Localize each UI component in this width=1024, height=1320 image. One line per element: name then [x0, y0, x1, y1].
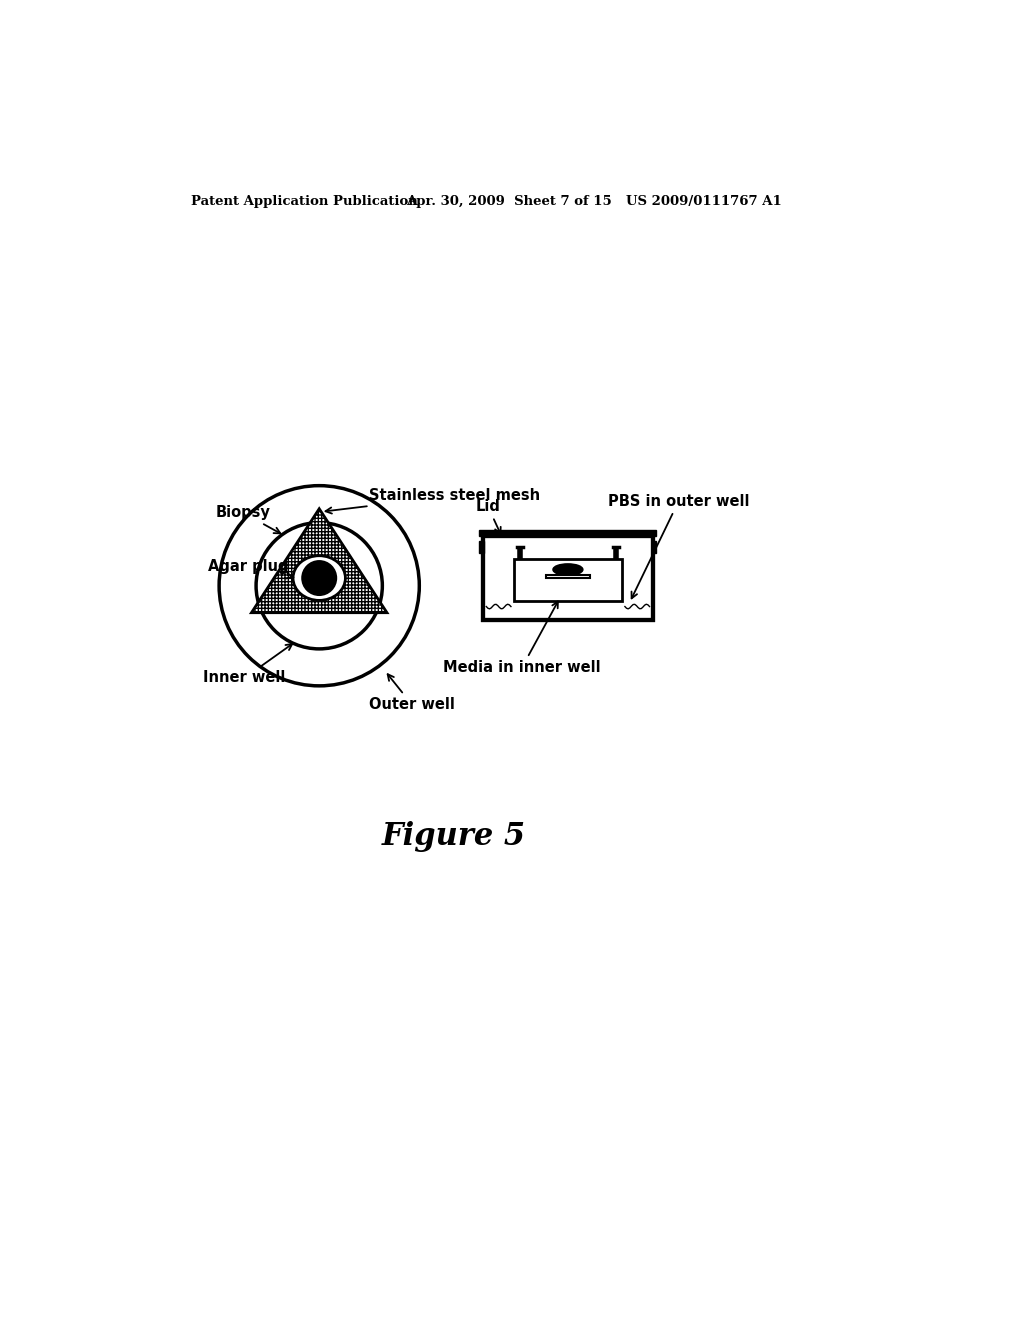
Text: Biopsy: Biopsy: [215, 506, 281, 533]
Text: PBS in outer well: PBS in outer well: [608, 494, 750, 598]
Text: Agar plug: Agar plug: [208, 558, 294, 578]
Text: Apr. 30, 2009  Sheet 7 of 15: Apr. 30, 2009 Sheet 7 of 15: [407, 195, 612, 209]
Text: Stainless steel mesh: Stainless steel mesh: [326, 488, 541, 513]
Text: Patent Application Publication: Patent Application Publication: [190, 195, 418, 209]
Bar: [546, 576, 590, 578]
Circle shape: [219, 486, 419, 686]
Text: Lid: Lid: [475, 499, 501, 533]
Bar: [479, 541, 484, 553]
Ellipse shape: [553, 564, 583, 576]
Text: Inner well: Inner well: [204, 644, 292, 685]
Text: Figure 5: Figure 5: [382, 821, 526, 851]
Bar: [479, 531, 656, 536]
Text: Media in inner well: Media in inner well: [443, 602, 600, 676]
Ellipse shape: [293, 556, 345, 601]
Text: US 2009/0111767 A1: US 2009/0111767 A1: [626, 195, 781, 209]
Bar: [514, 558, 622, 601]
Circle shape: [302, 561, 336, 595]
Circle shape: [256, 523, 382, 649]
Bar: [483, 536, 652, 620]
Bar: [483, 536, 652, 620]
Bar: [652, 541, 656, 553]
Text: Outer well: Outer well: [370, 675, 455, 713]
Polygon shape: [252, 508, 387, 612]
